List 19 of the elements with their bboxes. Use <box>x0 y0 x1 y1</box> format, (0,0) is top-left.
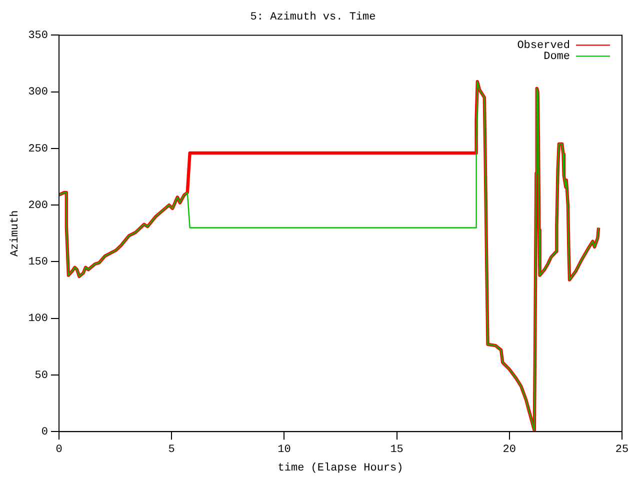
x-tick-label: 10 <box>278 444 291 456</box>
y-tick-label: 100 <box>28 313 48 326</box>
y-axis-title: Azimuth <box>10 210 22 257</box>
x-axis-title: time (Elapse Hours) <box>278 462 404 474</box>
x-tick-label: 0 <box>56 444 62 456</box>
x-tick-label: 20 <box>502 444 516 456</box>
x-tick-label: 5 <box>168 444 175 456</box>
chart-title: 5: Azimuth vs. Time <box>250 12 376 24</box>
y-tick-label: 150 <box>28 256 48 269</box>
y-tick-label: 0 <box>41 426 48 439</box>
y-tick-label: 250 <box>28 143 48 156</box>
legend-label: Dome <box>544 51 570 64</box>
legend-label: Observed <box>517 40 570 52</box>
y-tick-label: 350 <box>28 30 48 42</box>
x-tick-label: 15 <box>390 444 404 456</box>
y-tick-label: 50 <box>34 370 48 382</box>
y-tick-label: 200 <box>28 200 48 212</box>
y-tick-label: 300 <box>28 86 48 99</box>
x-tick-label: 25 <box>615 444 629 456</box>
